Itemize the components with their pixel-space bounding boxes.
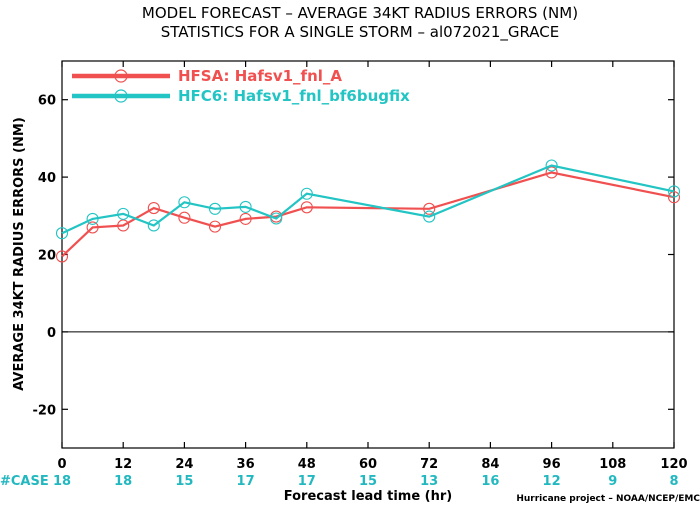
- case-count: 17: [237, 474, 255, 489]
- x-axis-label: Forecast lead time (hr): [284, 489, 452, 504]
- y-tick-label: 0: [47, 326, 56, 341]
- series-1-point: [270, 212, 283, 225]
- series-1-point: [667, 185, 681, 198]
- series-1-point: [208, 202, 222, 215]
- series-1-point: [178, 196, 191, 209]
- x-tick-label: 84: [481, 457, 499, 472]
- y-tick-label: 40: [38, 171, 56, 186]
- credit-label: Hurricane project – NOAA/NCEP/EMC: [516, 494, 700, 504]
- y-tick-label: -20: [33, 403, 57, 418]
- x-tick-label: 108: [599, 457, 626, 472]
- x-tick-label: 60: [359, 457, 377, 472]
- case-count: 17: [298, 474, 316, 489]
- series-0-point: [667, 191, 681, 204]
- legend-marker-0: [114, 69, 128, 83]
- chart-title-line-1: MODEL FORECAST – AVERAGE 34KT RADIUS ERR…: [142, 4, 578, 22]
- x-tick-label: 48: [298, 457, 316, 472]
- legend-label-0: HFSA: Hafsv1_fnl_A: [178, 67, 342, 85]
- x-tick-label: 96: [543, 457, 561, 472]
- series-0-point: [117, 219, 130, 232]
- series-0-point: [147, 202, 160, 215]
- series-0-point: [300, 201, 313, 214]
- case-count: 8: [669, 474, 678, 489]
- x-tick-label: 120: [660, 457, 687, 472]
- legend-marker-1: [114, 89, 128, 103]
- x-tick-label: 72: [420, 457, 438, 472]
- series-1-point: [300, 187, 313, 200]
- case-label: #CASE: [0, 474, 49, 489]
- series-0-point: [545, 166, 558, 179]
- case-count: 12: [543, 474, 561, 489]
- y-tick-label: 60: [38, 94, 56, 109]
- case-count: 18: [114, 474, 132, 489]
- series-0-point: [86, 221, 99, 234]
- series-line-0: [61, 171, 675, 258]
- series-1-point: [545, 159, 558, 172]
- series-1-point: [239, 200, 252, 213]
- case-count: 18: [53, 474, 71, 489]
- chart-title-line-2: STATISTICS FOR A SINGLE STORM – al072021…: [161, 23, 560, 42]
- x-tick-label: 12: [114, 457, 132, 472]
- series-line-1: [61, 164, 675, 235]
- series-1-point: [55, 227, 69, 240]
- series-0-point: [55, 250, 69, 263]
- case-count: 13: [420, 474, 438, 489]
- series-0-point: [178, 211, 191, 224]
- case-count: 9: [608, 474, 617, 489]
- legend-label-1: HFC6: Hafsv1_fnl_bf6bugfix: [178, 87, 410, 105]
- plot-area: [61, 60, 675, 449]
- x-tick-label: 24: [175, 457, 193, 472]
- x-tick-label: 36: [237, 457, 255, 472]
- series-1-point: [147, 219, 160, 232]
- case-count: 16: [481, 474, 499, 489]
- series-1-point: [117, 207, 130, 220]
- series-0-point: [208, 220, 222, 233]
- series-0-point: [423, 202, 436, 215]
- series-0-point: [239, 212, 252, 225]
- case-count: 15: [359, 474, 377, 489]
- series-1-point: [86, 212, 99, 225]
- y-tick-label: 20: [38, 249, 56, 264]
- case-count: 15: [175, 474, 193, 489]
- y-axis-label: AVERAGE 34KT RADIUS ERRORS (NM): [12, 117, 27, 391]
- x-tick-label: 0: [57, 457, 66, 472]
- series-1-point: [423, 210, 436, 223]
